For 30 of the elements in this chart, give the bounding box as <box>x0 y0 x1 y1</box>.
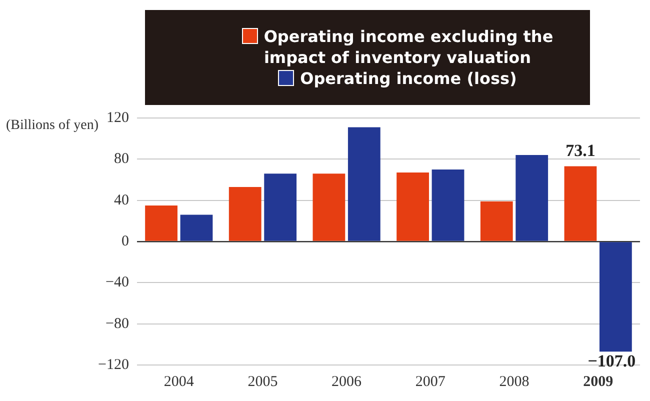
bar <box>264 174 297 241</box>
y-axis-title: (Billions of yen) <box>6 118 99 134</box>
x-tick-label: 2008 <box>499 374 530 390</box>
bar <box>180 214 213 241</box>
y-tick-label: −80 <box>105 316 129 332</box>
x-tick-label: 2009 <box>583 374 614 390</box>
x-tick-label: 2006 <box>332 374 362 390</box>
y-tick-label: −120 <box>98 356 129 373</box>
bar <box>432 169 464 241</box>
y-tick-label: 0 <box>121 233 129 250</box>
bar <box>516 155 548 241</box>
y-tick-label: −40 <box>105 274 129 291</box>
bar <box>145 205 178 241</box>
bar <box>599 242 632 352</box>
y-tick-label: 40 <box>114 192 129 208</box>
legend-label: Operating income excluding the impact of inventory valuation <box>262 26 554 68</box>
x-tick-label: 2004 <box>164 374 194 390</box>
bar <box>312 174 346 241</box>
bar <box>348 127 380 241</box>
data-label: −107.0 <box>588 352 636 371</box>
y-tick-label: 120 <box>106 110 129 126</box>
bar <box>564 166 597 241</box>
legend-label: Operating income (loss) <box>299 68 518 89</box>
data-label: 73.1 <box>566 141 596 160</box>
x-tick-label: 2007 <box>415 374 446 390</box>
x-tick-label: 2005 <box>248 374 278 390</box>
y-tick-label: 80 <box>114 151 129 168</box>
bar <box>396 172 429 241</box>
bar <box>480 201 513 241</box>
bar <box>228 186 262 241</box>
